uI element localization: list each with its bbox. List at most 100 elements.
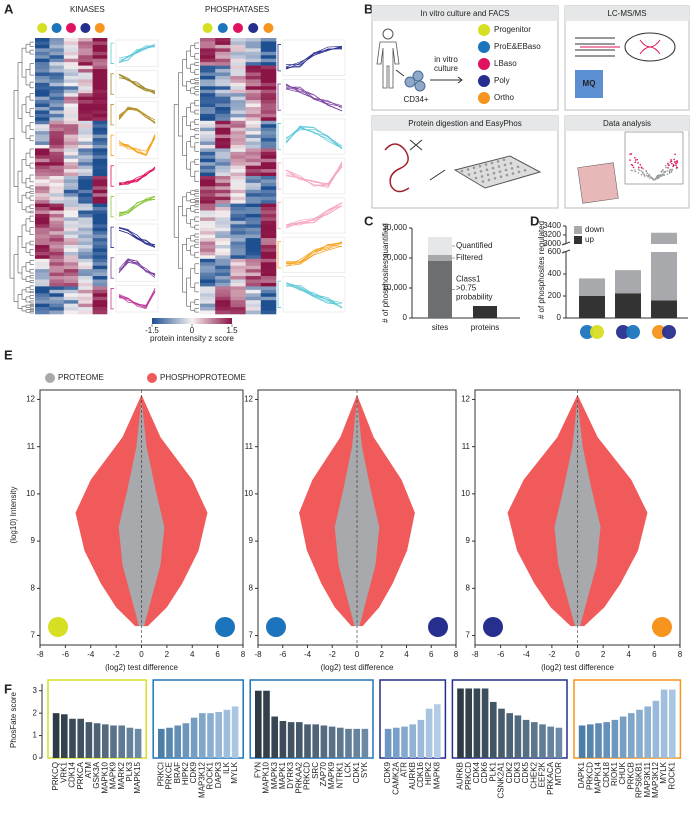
heatmap-cell (246, 307, 262, 311)
x-tick-label: -2 (329, 650, 337, 659)
y-tick-label: 8 (31, 583, 36, 592)
heatmap-cell (93, 259, 108, 263)
volcano-dot (666, 170, 668, 172)
plate-well (500, 175, 503, 178)
cluster-bracket (111, 196, 114, 216)
bar (498, 709, 505, 758)
heatmap-cell (93, 59, 108, 63)
heatmap-cell (49, 231, 64, 235)
heatmap-cell (261, 41, 277, 45)
heatmap-cell (93, 228, 108, 232)
plate-well (473, 167, 476, 170)
heatmap-cell (230, 311, 246, 315)
heatmap-cell (93, 283, 108, 287)
volcano-dot (641, 166, 643, 168)
heatmap-cell (35, 148, 50, 152)
heatmap-cell (35, 207, 50, 211)
volcano-dot (631, 170, 633, 172)
heatmap-cell (78, 162, 93, 166)
volcano-dot (676, 168, 678, 170)
heatmap-cell (246, 214, 262, 218)
heatmap-cell (35, 135, 50, 139)
plate-well (499, 170, 502, 173)
x-tick-label: -6 (62, 650, 70, 659)
bar (457, 688, 464, 758)
heatmap-cell (35, 297, 50, 301)
heatmap-cell (246, 48, 262, 52)
heatmap-cell (200, 283, 216, 287)
heatmap-cell (215, 166, 231, 170)
heatmap-cell (35, 245, 50, 249)
heatmap-cell (215, 142, 231, 146)
x-tick-label: -8 (471, 650, 479, 659)
heatmap-cell (64, 97, 79, 101)
heatmap-cell (35, 190, 50, 194)
heatmap-cell (35, 83, 50, 87)
heatmap-cell (246, 259, 262, 263)
heatmap-cell (78, 145, 93, 149)
heatmap-cell (35, 117, 50, 121)
x-axis-label: (log2) test difference (541, 663, 614, 672)
heatmap-cell (230, 128, 246, 132)
heatmap-cell (261, 235, 277, 239)
bar (426, 709, 433, 758)
heatmap-cell (78, 73, 93, 77)
plate-well (487, 174, 490, 177)
heatmap-cell (246, 283, 262, 287)
legend-label: up (585, 235, 594, 244)
heatmap-cell (246, 104, 262, 108)
heatmap-cell (78, 93, 93, 97)
heatmap-cell (230, 217, 246, 221)
segment-label: Class1>0.75probability (456, 275, 492, 302)
heatmap-cell (64, 104, 79, 108)
heatmap-cell (64, 231, 79, 235)
heatmap-cell (230, 159, 246, 163)
heatmap-cell (230, 235, 246, 239)
heatmap-cell (49, 221, 64, 225)
heatmap-cell (35, 179, 50, 183)
heatmap-cell (78, 173, 93, 177)
colorbar (152, 318, 232, 324)
heatmap-cell (49, 290, 64, 294)
heatmap-cell (261, 242, 277, 246)
heatmap-cell (78, 152, 93, 156)
plate-well (493, 172, 496, 175)
volcano-dot (675, 163, 677, 165)
heatmap-cell (49, 66, 64, 70)
volcano-dot (633, 167, 635, 169)
heatmap-cell (200, 273, 216, 277)
heatmap-cell (64, 159, 79, 163)
heatmap-cell (200, 114, 216, 118)
heatmap-cell (215, 280, 231, 284)
heatmap-cell (93, 214, 108, 218)
heatmap-cell (78, 59, 93, 63)
heatmap-cell (200, 69, 216, 73)
volcano-dot (638, 167, 640, 169)
legend-dot (478, 41, 490, 53)
heatmap-cell (200, 121, 216, 125)
bar (603, 722, 610, 758)
heatmap-cell (246, 273, 262, 277)
heatmap-cell (261, 142, 277, 146)
plate-well (510, 162, 513, 165)
bar (595, 723, 602, 758)
cluster-bracket (111, 43, 114, 63)
heatmap-cell (93, 79, 108, 83)
x-tick-label: sites (432, 323, 448, 332)
heatmap-cell (64, 273, 79, 277)
bar (53, 713, 60, 758)
heatmap-cell (78, 148, 93, 152)
heatmap-cell (200, 97, 216, 101)
category-dot (626, 325, 640, 339)
heatmap-cell (246, 300, 262, 304)
heatmap-cell (64, 211, 79, 215)
heatmap-cell (64, 86, 79, 90)
heatmap-cell (261, 307, 277, 311)
heatmap-cell (200, 48, 216, 52)
y-tick-label: 8 (249, 583, 254, 592)
heatmap-cell (35, 231, 50, 235)
legend-label: PROTEOME (58, 373, 104, 382)
heatmap-cell (261, 204, 277, 208)
culture-label: in vitro (434, 55, 458, 64)
heatmap-cell (200, 269, 216, 273)
